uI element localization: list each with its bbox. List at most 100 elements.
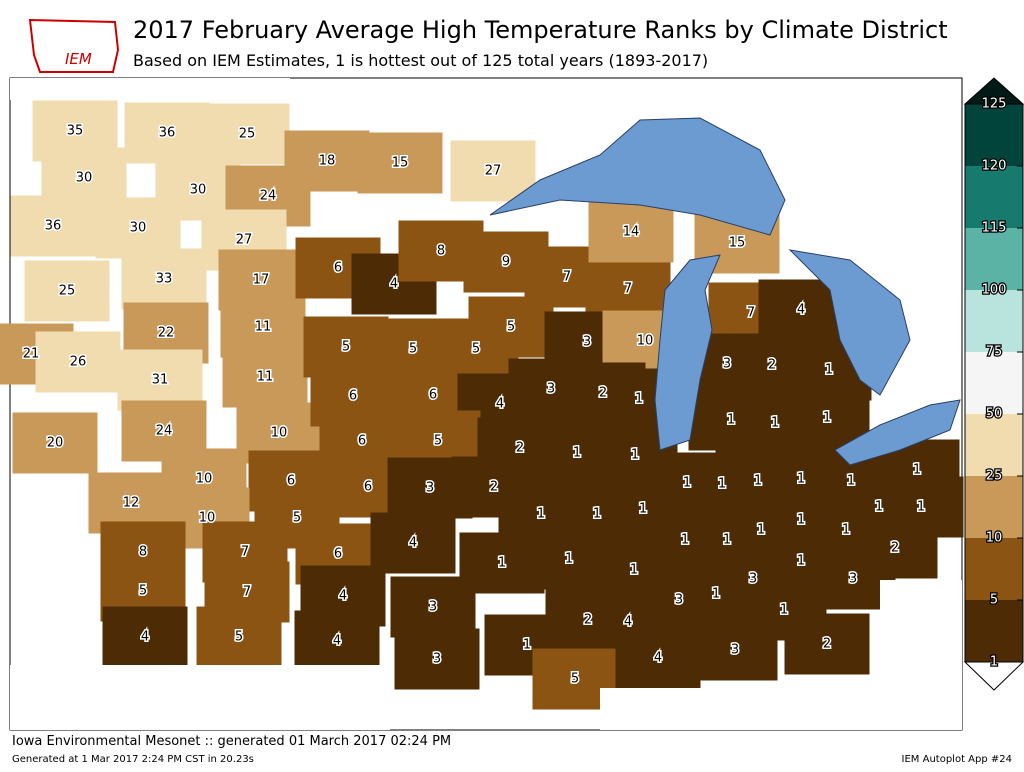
district-rank: 26 (70, 355, 87, 370)
district-rank: 1 (823, 411, 831, 426)
district-rank: 25 (239, 127, 256, 142)
district-rank: 1 (797, 554, 805, 569)
colorbar-bin (965, 104, 1023, 166)
district-rank: 7 (563, 270, 571, 285)
district-rank: 17 (253, 273, 270, 288)
subtitle: Based on IEM Estimates, 1 is hottest out… (133, 51, 708, 70)
colorbar-bin (965, 290, 1023, 352)
district-rank: 12 (123, 496, 140, 511)
district-rank: 2 (768, 358, 776, 373)
lake-superior (489, 117, 786, 236)
district-rank: 5 (342, 340, 350, 355)
district-rank: 4 (141, 630, 149, 645)
district (95, 197, 181, 259)
district-rank: 31 (152, 373, 169, 388)
district (204, 103, 290, 165)
district-rank: 36 (45, 219, 62, 234)
outside-south (10, 665, 390, 730)
district-rank: 6 (364, 480, 372, 495)
district-rank: 1 (639, 502, 647, 517)
district-rank: 5 (139, 584, 147, 599)
district-rank: 1 (797, 513, 805, 528)
district-rank: 5 (409, 342, 417, 357)
district-rank: 5 (472, 342, 480, 357)
district-rank: 6 (429, 388, 437, 403)
colorbar-label: 125 (982, 97, 1007, 112)
district-rank: 1 (635, 392, 643, 407)
district-rank: 27 (485, 164, 502, 179)
district (468, 296, 554, 358)
district (758, 279, 844, 341)
district (117, 349, 203, 411)
district-rank: 5 (571, 672, 579, 687)
logo-outline (28, 18, 120, 73)
district-rank: 4 (797, 303, 805, 318)
district-rank: 7 (624, 282, 632, 297)
district-rank: 2 (891, 541, 899, 556)
district-rank: 9 (502, 255, 510, 270)
colorbar-label: 75 (986, 345, 1003, 360)
title: 2017 February Average High Temperature R… (133, 16, 948, 44)
canada (10, 78, 290, 100)
colorbar-bin (965, 228, 1023, 290)
district-rank: 1 (498, 556, 506, 571)
district (24, 260, 110, 322)
colorbar-label: 10 (986, 531, 1003, 546)
colorbar-bin (965, 538, 1023, 600)
colorbar-bin (965, 166, 1023, 228)
district-rank: 5 (235, 630, 243, 645)
district-rank: 15 (392, 156, 409, 171)
district-rank: 1 (917, 500, 925, 515)
district-rank: 3 (675, 593, 683, 608)
district-rank: 10 (637, 334, 654, 349)
district-rank: 15 (729, 236, 746, 251)
district-rank: 3 (723, 357, 731, 372)
district-rank: 20 (47, 436, 64, 451)
district-rank: 3 (731, 643, 739, 658)
district-rank: 3 (583, 335, 591, 350)
district-rank: 6 (287, 474, 295, 489)
district (370, 512, 456, 574)
district-rank: 1 (842, 523, 850, 538)
district-rank: 1 (630, 563, 638, 578)
district (222, 346, 308, 408)
colorbar-label: 100 (982, 283, 1007, 298)
district-rank: 8 (139, 545, 147, 560)
district-rank: 3 (429, 600, 437, 615)
district (124, 102, 210, 164)
district-rank: 2 (516, 441, 524, 456)
district-rank: 1 (771, 416, 779, 431)
lake-michigan (654, 254, 721, 451)
district (121, 248, 207, 310)
district (390, 576, 476, 638)
district-rank: 1 (723, 533, 731, 548)
district (588, 201, 674, 263)
district-rank: 1 (573, 446, 581, 461)
district-rank: 36 (159, 126, 176, 141)
district-rank: 2 (490, 480, 498, 495)
colorbar-label: 115 (982, 221, 1007, 236)
district-rank: 1 (780, 603, 788, 618)
district-rank: 4 (333, 634, 341, 649)
district-rank: 2 (823, 637, 831, 652)
district-rank: 6 (334, 547, 342, 562)
district-rank: 11 (257, 370, 274, 385)
colorbar-bin (965, 476, 1023, 538)
colorbar-bin (965, 414, 1023, 476)
district-rank: 3 (547, 382, 555, 397)
colorbar-label: 1 (990, 655, 998, 670)
logo-text: IEM (65, 50, 92, 68)
district (12, 412, 98, 474)
district-rank: 3 (426, 481, 434, 496)
district-rank: 1 (712, 587, 720, 602)
district-rank: 7 (243, 585, 251, 600)
district (102, 606, 188, 668)
lake-huron (788, 249, 911, 396)
district-rank: 1 (537, 507, 545, 522)
colorbar-bin (965, 352, 1023, 414)
district-rank: 3 (433, 652, 441, 667)
colorbar-label: 25 (986, 469, 1003, 484)
district-rank: 10 (196, 472, 213, 487)
district-rank: 4 (409, 536, 417, 551)
